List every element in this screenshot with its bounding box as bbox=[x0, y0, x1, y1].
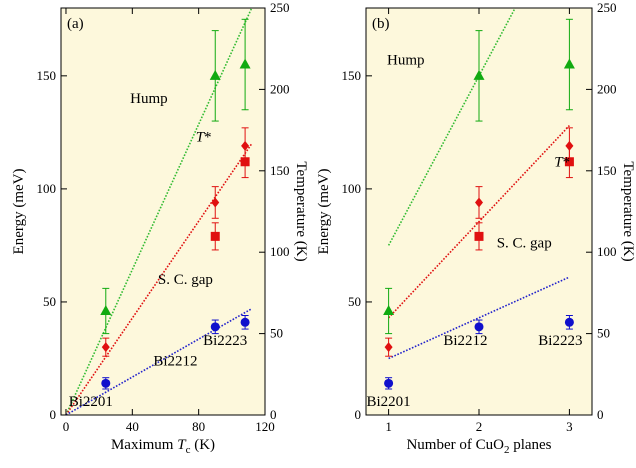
data-point-triangle bbox=[100, 304, 112, 315]
data-point-circle bbox=[210, 322, 220, 332]
x-tick-label: 2 bbox=[476, 419, 483, 434]
y2-tick-label: 150 bbox=[270, 163, 290, 178]
data-point-square bbox=[564, 157, 574, 167]
y2-tick-label: 50 bbox=[597, 326, 610, 341]
y2-axis-label: Temperature (K) bbox=[293, 161, 309, 261]
series-3 bbox=[384, 315, 574, 390]
y2-tick-label: 250 bbox=[597, 0, 617, 15]
y2-tick-label: 0 bbox=[270, 407, 277, 422]
data-point-circle bbox=[101, 378, 111, 388]
y-tick-label: 0 bbox=[50, 407, 57, 422]
data-point-diamond bbox=[101, 342, 110, 353]
y2-tick-label: 150 bbox=[597, 163, 617, 178]
data-point-triangle bbox=[239, 58, 251, 69]
y2-tick-label: 200 bbox=[270, 81, 290, 96]
data-point-square bbox=[210, 231, 220, 241]
annotation: Bi2201 bbox=[367, 394, 411, 410]
x-tick-label: 120 bbox=[255, 419, 275, 434]
plot-background bbox=[61, 8, 265, 415]
y-tick-label: 50 bbox=[348, 294, 361, 309]
annotation: Bi2201 bbox=[69, 394, 113, 410]
data-point-triangle bbox=[473, 69, 485, 80]
fit-line-1 bbox=[65, 143, 253, 415]
y2-tick-label: 200 bbox=[597, 81, 617, 96]
data-point-circle bbox=[474, 322, 484, 332]
fit-line-0 bbox=[387, 8, 516, 246]
data-point-square bbox=[240, 157, 250, 167]
annotation: Hump bbox=[387, 53, 425, 69]
data-point-diamond bbox=[211, 197, 220, 208]
series-3 bbox=[101, 315, 250, 390]
annotation: Bi2212 bbox=[443, 333, 487, 349]
y-axis-label: Energy (meV) bbox=[11, 169, 27, 255]
data-point-square bbox=[474, 231, 484, 241]
y-tick-label: 150 bbox=[37, 68, 57, 83]
x-tick-label: 80 bbox=[192, 419, 205, 434]
series-2 bbox=[474, 145, 574, 251]
annotation: S. C. gap bbox=[497, 236, 552, 252]
fit-line-2 bbox=[388, 276, 570, 360]
fit-lines bbox=[387, 8, 570, 360]
y2-tick-label: 250 bbox=[270, 0, 290, 15]
panel-label: (b) bbox=[372, 16, 390, 32]
fit-line-0 bbox=[65, 8, 253, 415]
data-point-circle bbox=[564, 317, 574, 327]
series-2 bbox=[210, 145, 250, 251]
plot-frame bbox=[60, 7, 266, 416]
x-axis-label: Number of CuO2 planes bbox=[406, 437, 551, 456]
x-axis-label: Maximum Tc (K) bbox=[111, 437, 215, 456]
y-tick-label: 100 bbox=[342, 181, 362, 196]
data-point-triangle bbox=[563, 58, 575, 69]
y2-tick-label: 100 bbox=[270, 244, 290, 259]
series-1 bbox=[384, 127, 574, 357]
x-tick-label: 0 bbox=[63, 419, 70, 434]
panel-label: (a) bbox=[67, 16, 84, 32]
tstar-label: T* bbox=[554, 154, 570, 170]
annotation: S. C. gap bbox=[158, 272, 213, 288]
y-tick-label: 50 bbox=[43, 294, 56, 309]
x-tick-label: 1 bbox=[385, 419, 392, 434]
panel-b: 1 2 3 0 50 100 150 0 50 100 150 200 250 Energy (meV) T… bbox=[316, 0, 636, 456]
annotation: Bi2212 bbox=[153, 353, 197, 369]
y-tick-label: 150 bbox=[342, 68, 362, 83]
data-point-circle bbox=[240, 317, 250, 327]
fit-line-1 bbox=[388, 125, 570, 319]
y2-tick-label: 0 bbox=[597, 407, 604, 422]
y2-tick-label: 50 bbox=[270, 326, 283, 341]
y-tick-label: 0 bbox=[355, 407, 362, 422]
x-tick-label: 3 bbox=[566, 419, 573, 434]
fit-lines bbox=[65, 8, 253, 415]
y2-axis-label: Temperature (K) bbox=[620, 161, 636, 261]
annotation: Bi2223 bbox=[538, 333, 582, 349]
series-0 bbox=[100, 18, 251, 335]
data-point-diamond bbox=[384, 342, 393, 353]
data-point-triangle bbox=[383, 304, 395, 315]
annotation: Bi2223 bbox=[203, 333, 247, 349]
x-tick-label: 40 bbox=[126, 419, 139, 434]
tstar-label: T* bbox=[196, 129, 212, 145]
data-point-diamond bbox=[475, 197, 483, 208]
data-point-circle bbox=[384, 378, 394, 388]
y-tick-label: 100 bbox=[37, 181, 57, 196]
series-0 bbox=[383, 18, 575, 335]
fit-line-2 bbox=[65, 308, 253, 415]
y2-tick-label: 100 bbox=[597, 244, 617, 259]
data-point-triangle bbox=[209, 69, 221, 80]
y-axis-label: Energy (meV) bbox=[316, 169, 332, 255]
annotation: Hump bbox=[130, 91, 168, 107]
